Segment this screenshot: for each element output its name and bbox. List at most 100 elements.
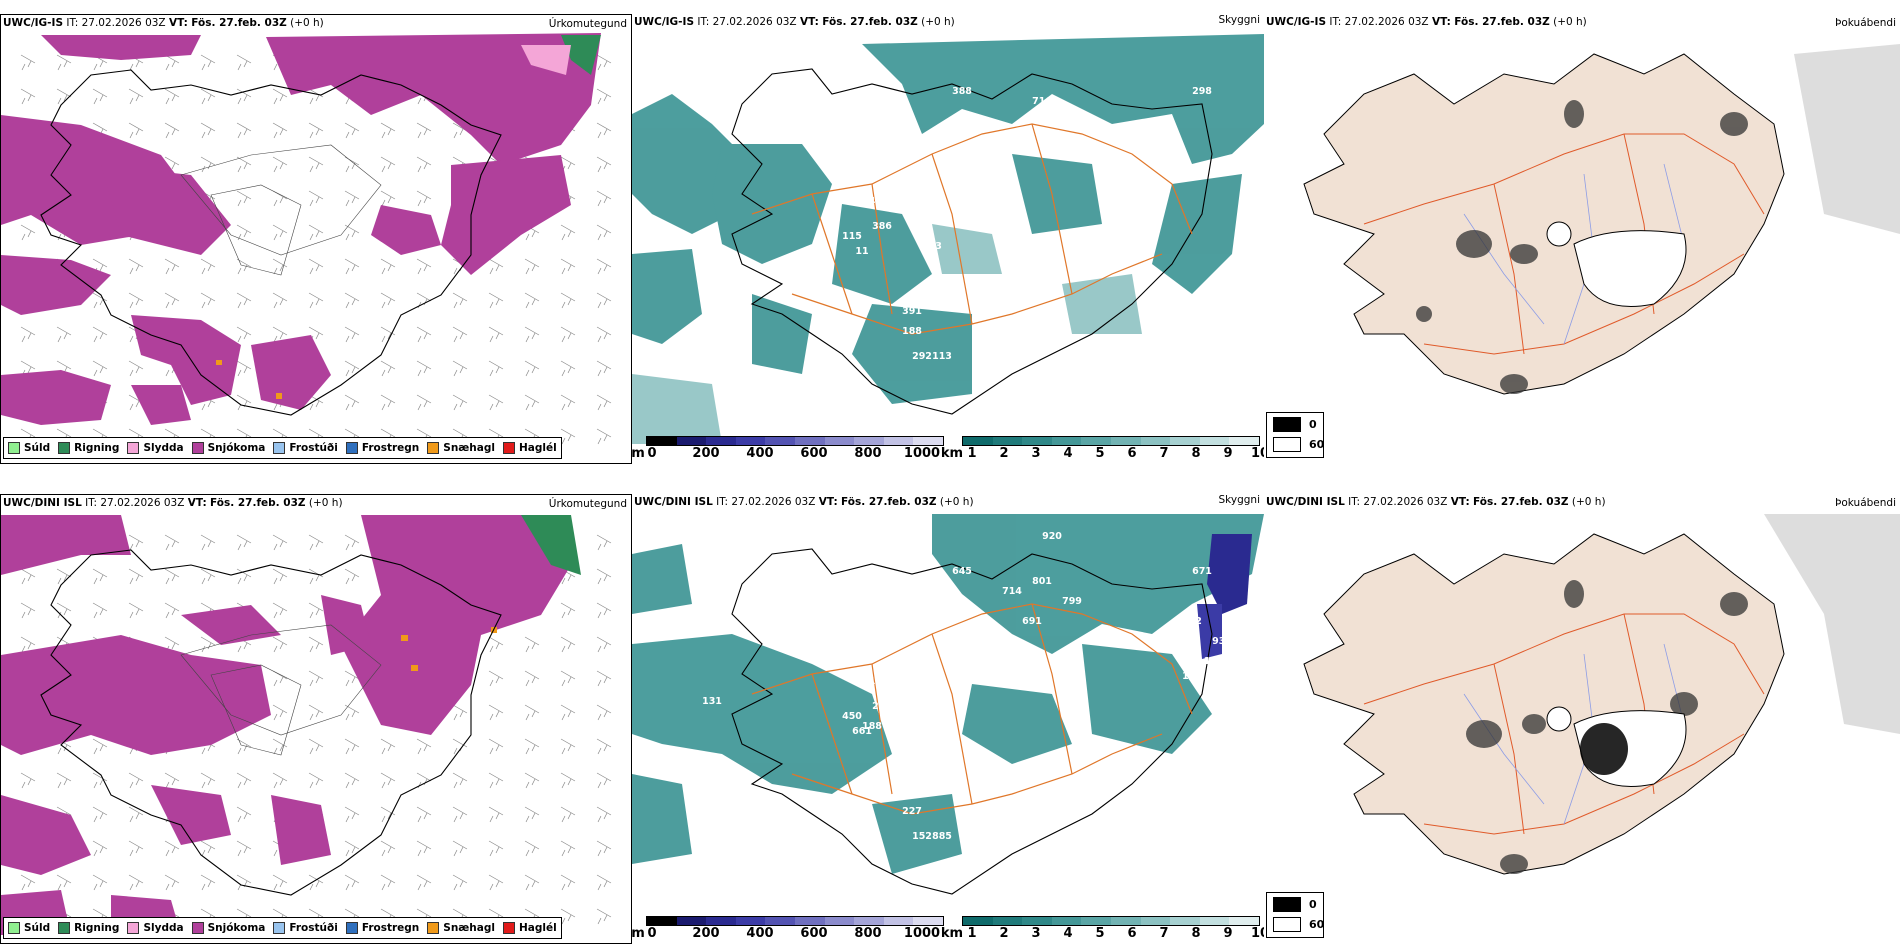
panel-header: UWC/IG-IS IT: 27.02.2026 03Z VT: Fös. 27… — [634, 16, 955, 28]
wind-barb — [164, 292, 180, 309]
wind-barb — [164, 840, 180, 857]
it-label: IT: — [85, 497, 98, 509]
legend-swatch — [58, 442, 71, 454]
wind-barb — [596, 156, 612, 173]
wind-barb — [416, 840, 432, 857]
legend-swatch — [502, 442, 515, 454]
legend-item: Frostregn — [345, 442, 419, 454]
wind-barb — [200, 292, 216, 309]
cloud-base-label: 163 — [1182, 671, 1202, 682]
legend-swatch — [191, 922, 204, 934]
colorbar-step — [735, 437, 766, 445]
legend-label: Rigning — [74, 442, 120, 454]
coastline — [40, 69, 502, 416]
wind-barb — [128, 874, 144, 891]
cloud-base-label: 716 — [1032, 96, 1052, 107]
wind-barb — [488, 806, 504, 823]
colorbar-tick: 2 — [999, 926, 1009, 941]
wind-barb — [20, 54, 36, 71]
wind-barb — [596, 88, 612, 105]
legend-item: Haglél — [502, 442, 557, 454]
legend-item: Slydda — [127, 442, 184, 454]
wind-barb — [596, 394, 612, 411]
wind-barb — [272, 636, 288, 653]
cloud-base-label: 388 — [952, 86, 972, 97]
cloud-base-label: 188 — [862, 721, 882, 732]
colorbar-step — [854, 437, 884, 445]
colorbar-step — [1199, 437, 1230, 445]
wind-barb — [344, 670, 360, 687]
wind-barb — [272, 704, 288, 721]
legend-label: Slydda — [143, 922, 184, 934]
panel-header: UWC/DINI ISL IT: 27.02.2026 03Z VT: Fös.… — [3, 497, 343, 509]
cloud-base-label: 801 — [1032, 576, 1052, 587]
legend-label: Snjókoma — [207, 922, 266, 934]
colorbar-tick: 1000 — [903, 446, 941, 461]
colorbar-tick: 400 — [746, 446, 774, 461]
colorbar-step — [706, 917, 736, 925]
road-network — [751, 603, 1193, 815]
legend-label: Frostregn — [361, 922, 420, 934]
cloud-base-label: 908 — [1092, 631, 1112, 642]
panel-category: Skyggni — [1218, 494, 1261, 506]
panel-category: Þokuábendi — [1835, 497, 1896, 509]
legend-item: Snjókoma — [191, 922, 266, 934]
legend-label: Frostúði — [289, 442, 338, 454]
wind-barb — [20, 874, 36, 891]
legend-label: Snæhagl — [443, 442, 495, 454]
wind-barb — [272, 738, 288, 755]
init-time: 27.02.2026 03Z — [81, 17, 166, 29]
wind-barb — [92, 360, 108, 377]
legend-swatch — [502, 922, 515, 934]
colorbar-tick: 6 — [1127, 926, 1137, 941]
colorbar-unit: m — [632, 926, 645, 941]
init-time: 27.02.2026 03Z — [731, 496, 816, 508]
legend-swatch — [345, 442, 358, 454]
wind-barb — [452, 360, 468, 377]
legend-swatch — [273, 922, 286, 934]
wind-barb — [56, 54, 72, 71]
colorbar-step — [794, 437, 825, 445]
colorbar-tick: 1 — [967, 926, 977, 941]
wind-barb — [524, 326, 540, 343]
cloud-base-label: 671 — [1192, 566, 1212, 577]
visibility_scale-colorbar — [962, 916, 1260, 926]
cloud-base-label: 904 — [922, 721, 942, 732]
wind-barb — [236, 122, 252, 139]
wind-barb — [92, 772, 108, 789]
wind-barb — [164, 122, 180, 139]
wind-barb — [560, 224, 576, 241]
wind-barb — [236, 258, 252, 275]
it-label: IT: — [1348, 496, 1361, 508]
colorbar-step — [765, 917, 795, 925]
wind-barb — [596, 292, 612, 309]
vt-label: VT: — [187, 497, 207, 509]
wind-barb — [596, 258, 612, 275]
colorbar-tick: 400 — [746, 926, 774, 941]
colorbar-step — [854, 917, 884, 925]
init-time: 27.02.2026 03Z — [100, 497, 185, 509]
colorbar-step — [676, 917, 707, 925]
colorbar-step — [1022, 917, 1052, 925]
cloud-base-label: 131 — [702, 696, 722, 707]
wind-barb — [164, 874, 180, 891]
legend-item: Haglél — [502, 922, 557, 934]
coastline — [731, 68, 1213, 415]
colorbar-tick: 8 — [1191, 446, 1201, 461]
wind-barb — [272, 258, 288, 275]
cloud-base-label: 213 — [872, 701, 892, 712]
wind-barb — [164, 534, 180, 551]
panel-header: UWC/IG-IS IT: 27.02.2026 03Z VT: Fös. 27… — [3, 17, 324, 29]
wind-barb — [200, 88, 216, 105]
wind-barb — [560, 602, 576, 619]
wind-barb — [416, 360, 432, 377]
wind-barb — [452, 874, 468, 891]
wind-barb — [560, 326, 576, 343]
precip-legend: Súld Rigning Slydda Snjókoma Frostúði Frostre… — [3, 437, 562, 459]
wind-barb — [560, 360, 576, 377]
wind-barb — [236, 88, 252, 105]
wind-barb — [272, 874, 288, 891]
wind-barb — [200, 258, 216, 275]
colorbar-step — [1140, 917, 1171, 925]
wind-barb — [200, 122, 216, 139]
